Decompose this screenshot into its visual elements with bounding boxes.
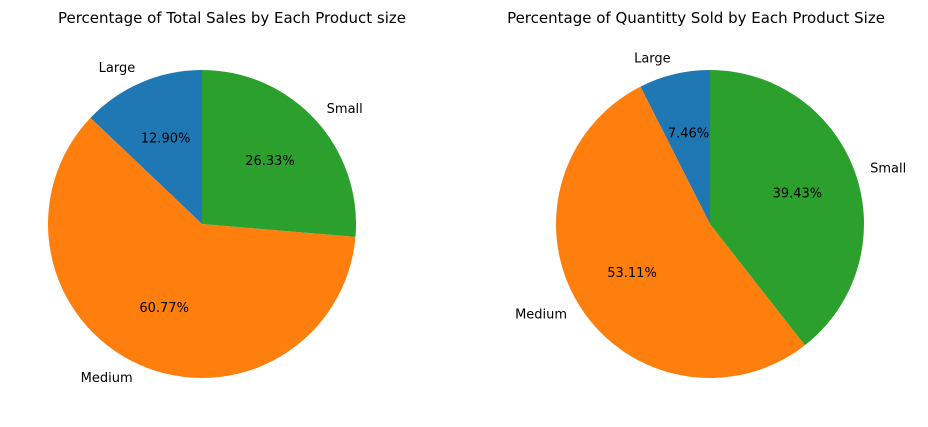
pie-slice-medium (47, 117, 356, 379)
pie-chart-quantity: 7.46% Large 53.11% Medium 39.43% Small (515, 52, 906, 379)
chart-title: Percentage of Quantitty Sold by Each Pro… (507, 9, 885, 27)
slice-percent-label: 26.33% (245, 154, 295, 169)
slice-percent-label: 7.46% (668, 127, 709, 142)
chart-right: Percentage of Quantitty Sold by Each Pro… (464, 0, 928, 427)
slice-percent-label: 53.11% (607, 266, 657, 281)
pie-slice-small (202, 70, 356, 237)
chart-title: Percentage of Total Sales by Each Produc… (57, 9, 407, 27)
pie-slice-large (90, 70, 202, 224)
slice-percent-label: 39.43% (773, 186, 823, 201)
pie-slice-medium (555, 86, 805, 379)
slice-category-label: Large (634, 52, 671, 67)
slice-category-label: Medium (515, 307, 567, 322)
pie-chart-sales: 12.90% Large 60.77% Medium 26.33% Small (47, 61, 363, 386)
slice-category-label: Medium (81, 371, 133, 386)
slice-category-label: Small (327, 102, 363, 117)
slice-percent-label: 60.77% (139, 301, 189, 316)
slice-category-label: Small (870, 161, 906, 176)
pie-slice-small (710, 70, 864, 346)
pie-slice-large (640, 70, 710, 224)
slice-percent-label: 12.90% (141, 132, 191, 147)
slice-category-label: Large (99, 61, 136, 76)
chart-left: Percentage of Total Sales by Each Produc… (47, 9, 407, 386)
